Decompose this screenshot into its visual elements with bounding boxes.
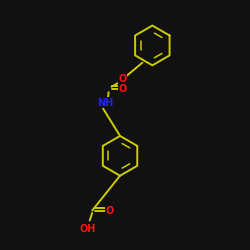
Text: O: O <box>118 84 127 94</box>
Text: O: O <box>106 206 114 216</box>
Text: NH: NH <box>98 98 114 108</box>
Text: OH: OH <box>79 224 96 234</box>
Text: O: O <box>118 74 127 84</box>
